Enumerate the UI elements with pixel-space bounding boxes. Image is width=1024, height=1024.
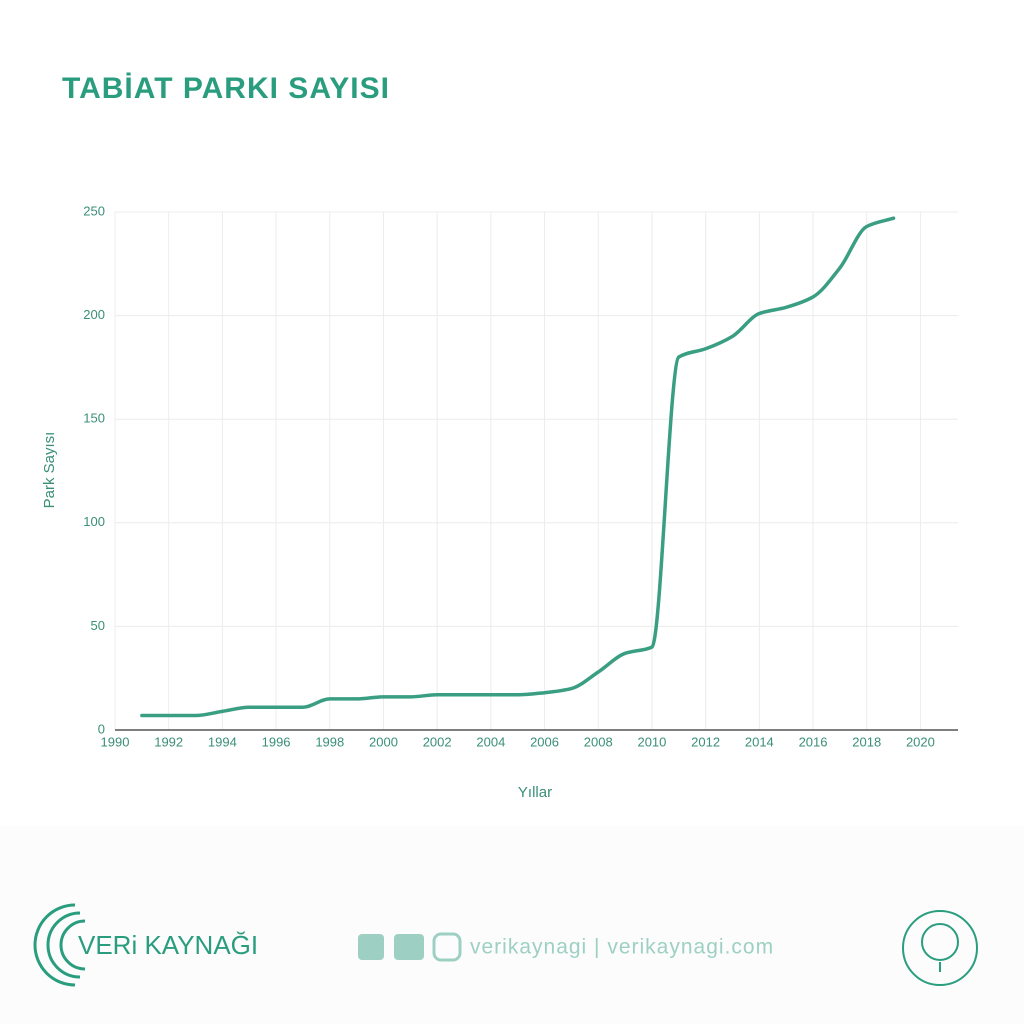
footer-logo: VERi KAYNAĞI <box>33 903 258 987</box>
facebook-icon <box>358 934 384 960</box>
globe-icon <box>902 910 978 986</box>
x-tick-label: 2008 <box>584 734 613 749</box>
y-tick-label: 100 <box>83 514 105 529</box>
x-axis-label: Yıllar <box>518 784 552 801</box>
brand: VERi KAYNAĞI <box>78 930 258 960</box>
data-line <box>140 216 896 718</box>
x-tick-label: 2012 <box>691 734 720 749</box>
chart-title: TABİAT PARKI SAYISI <box>62 72 390 105</box>
x-tick-label: 1996 <box>262 734 291 749</box>
x-tick-label: 1998 <box>315 734 344 749</box>
logo-arc <box>59 919 86 971</box>
logo-arc <box>33 903 76 987</box>
y-tick-label: 150 <box>83 411 105 426</box>
x-tick-label: 2006 <box>530 734 559 749</box>
y-tick-label: 250 <box>83 203 105 218</box>
twitter-icon <box>394 934 424 960</box>
x-tick-label: 2016 <box>799 734 828 749</box>
instagram-icon <box>432 932 462 962</box>
x-tick-label: 1994 <box>208 734 237 749</box>
y-tick-label: 200 <box>83 307 105 322</box>
x-tick-label: 1992 <box>154 734 183 749</box>
x-tick-label: 1990 <box>101 734 130 749</box>
plot: 0 50 100 150 200 250 1990 1992 1994 1996 1998 2000 2… <box>83 203 958 749</box>
x-tick-label: 2000 <box>369 734 398 749</box>
x-tick-label: 2020 <box>906 734 935 749</box>
x-tick-label: 2014 <box>745 734 774 749</box>
footer-bg <box>0 826 1024 1024</box>
x-tick-label: 2004 <box>476 734 505 749</box>
x-tick-label: 2018 <box>852 734 881 749</box>
y-axis-label: Park Sayısı <box>41 432 58 509</box>
links: verikaynagi | verikaynagi.com <box>470 936 774 959</box>
x-tick-label: 2010 <box>637 734 666 749</box>
y-tick-label: 0 <box>98 721 105 736</box>
y-tick-label: 50 <box>91 618 105 633</box>
globe-icon <box>921 923 959 961</box>
x-tick-label: 2002 <box>423 734 452 749</box>
logo-arc <box>46 911 81 979</box>
